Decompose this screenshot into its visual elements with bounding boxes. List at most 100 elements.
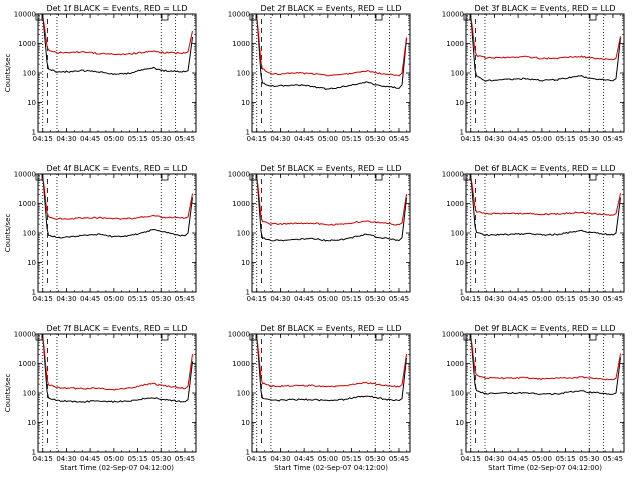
y-tick-label: 10000 [14,331,36,339]
y-tick-label: 1 [460,129,464,137]
chart-panel-1: Det 1f BLACK = Events, RED = LLD 1 10 100 10… [4,4,197,143]
y-tick-label: 100 [451,230,464,238]
marker-box-right [375,173,383,181]
x-tick-label: 04:30 [270,135,290,143]
x-tick-label: 05:15 [555,135,575,143]
y-tick-label: 10000 [442,171,464,179]
y-tick-label: 100 [23,70,36,78]
lld-line [466,13,621,61]
x-tick-label: 05:15 [127,455,147,463]
x-tick-label: 04:45 [80,295,100,303]
x-tick-label: 05:30 [151,295,171,303]
x-tick-label: 05:45 [175,135,195,143]
y-tick-label: 1000 [232,200,250,208]
y-tick-label: 100 [23,230,36,238]
x-tick-label: 04:15 [33,455,53,463]
events-line [466,333,621,396]
y-tick-label: 1 [246,289,250,297]
x-tick-label: 05:15 [555,295,575,303]
lld-line [38,173,193,220]
chart-panel-5: Det 5f BLACK = Events, RED = LLD 1 10 100 10… [228,164,411,303]
y-tick-label: 10 [27,419,36,427]
chart-title: Det 5f BLACK = Events, RED = LLD [260,164,401,173]
y-tick-label: 1 [460,449,464,457]
x-tick-label: 04:30 [484,295,504,303]
y-tick-label: 1 [246,129,250,137]
events-line [252,333,407,402]
x-tick-label: 04:30 [484,135,504,143]
chart-panel-8: Det 8f BLACK = Events, RED = LLD 1 10 100 10… [228,324,411,472]
x-tick-label: 05:45 [603,295,623,303]
x-tick-label: 05:00 [104,455,124,463]
chart-title: Det 1f BLACK = Events, RED = LLD [46,4,187,13]
y-tick-label: 10000 [14,11,36,19]
y-tick-label: 100 [23,390,36,398]
chart-panel-6: Det 6f BLACK = Events, RED = LLD 1 10 100 10… [442,164,625,303]
marker-box-right [589,173,597,181]
events-line [466,13,621,82]
lld-line [38,13,193,56]
x-tick-label: 04:45 [80,455,100,463]
lld-line [38,333,193,391]
x-tick-label: 05:15 [127,135,147,143]
x-tick-label: 05:30 [579,135,599,143]
x-tick-label: 04:30 [270,295,290,303]
y-tick-label: 100 [451,70,464,78]
lld-line [466,333,621,381]
y-tick-label: 10 [455,259,464,267]
x-tick-label: 04:30 [56,135,76,143]
x-tick-label: 04:15 [461,295,481,303]
x-tick-label: 04:30 [484,455,504,463]
x-tick-label: 05:45 [603,135,623,143]
lld-line [252,13,407,77]
y-tick-label: 1 [460,289,464,297]
chart-panel-2: Det 2f BLACK = Events, RED = LLD 1 10 100 10… [228,4,411,143]
y-axis-label: Counts/sec [4,374,12,413]
y-tick-label: 10000 [442,11,464,19]
lld-line [466,173,621,216]
x-tick-label: 05:30 [151,135,171,143]
x-tick-label: 05:45 [603,455,623,463]
chart-panel-4: Det 4f BLACK = Events, RED = LLD 1 10 100 10… [4,164,197,303]
x-tick-label: 04:30 [56,295,76,303]
y-tick-label: 100 [237,390,250,398]
events-line [252,173,407,242]
x-tick-label: 05:30 [579,295,599,303]
x-tick-label: 04:45 [294,295,314,303]
y-tick-label: 1000 [446,360,464,368]
y-tick-label: 1000 [18,40,36,48]
lld-line [252,173,407,226]
marker-box-right [161,333,169,341]
y-tick-label: 1 [32,129,36,137]
x-tick-label: 04:15 [33,135,53,143]
y-tick-label: 1 [246,449,250,457]
x-tick-label: 05:15 [555,455,575,463]
x-tick-label: 05:00 [104,295,124,303]
y-tick-label: 10 [27,99,36,107]
x-tick-label: 05:15 [341,295,361,303]
chart-panel-3: Det 3f BLACK = Events, RED = LLD 1 10 100 10… [442,4,625,143]
plot-frame [37,173,197,293]
x-tick-label: 04:15 [461,455,481,463]
marker-box-right [375,13,383,21]
marker-box-right [589,333,597,341]
y-tick-label: 10 [27,259,36,267]
marker-box-right [589,13,597,21]
x-axis-label: Start Time (02-Sep-07 04:12:00) [274,464,388,472]
x-tick-label: 04:15 [247,295,267,303]
x-tick-label: 05:45 [389,455,409,463]
x-tick-label: 04:30 [56,455,76,463]
plot-frame [37,13,197,133]
x-tick-label: 05:15 [341,455,361,463]
x-tick-label: 05:45 [389,295,409,303]
y-tick-label: 10 [241,419,250,427]
events-line [38,173,193,239]
x-tick-label: 05:00 [532,455,552,463]
x-tick-label: 05:00 [532,295,552,303]
y-axis-label: Counts/sec [4,214,12,253]
x-tick-label: 04:45 [294,135,314,143]
chart-panel-7: Det 7f BLACK = Events, RED = LLD 1 10 100 10… [4,324,197,472]
x-tick-label: 05:30 [365,135,385,143]
y-tick-label: 10000 [228,331,250,339]
